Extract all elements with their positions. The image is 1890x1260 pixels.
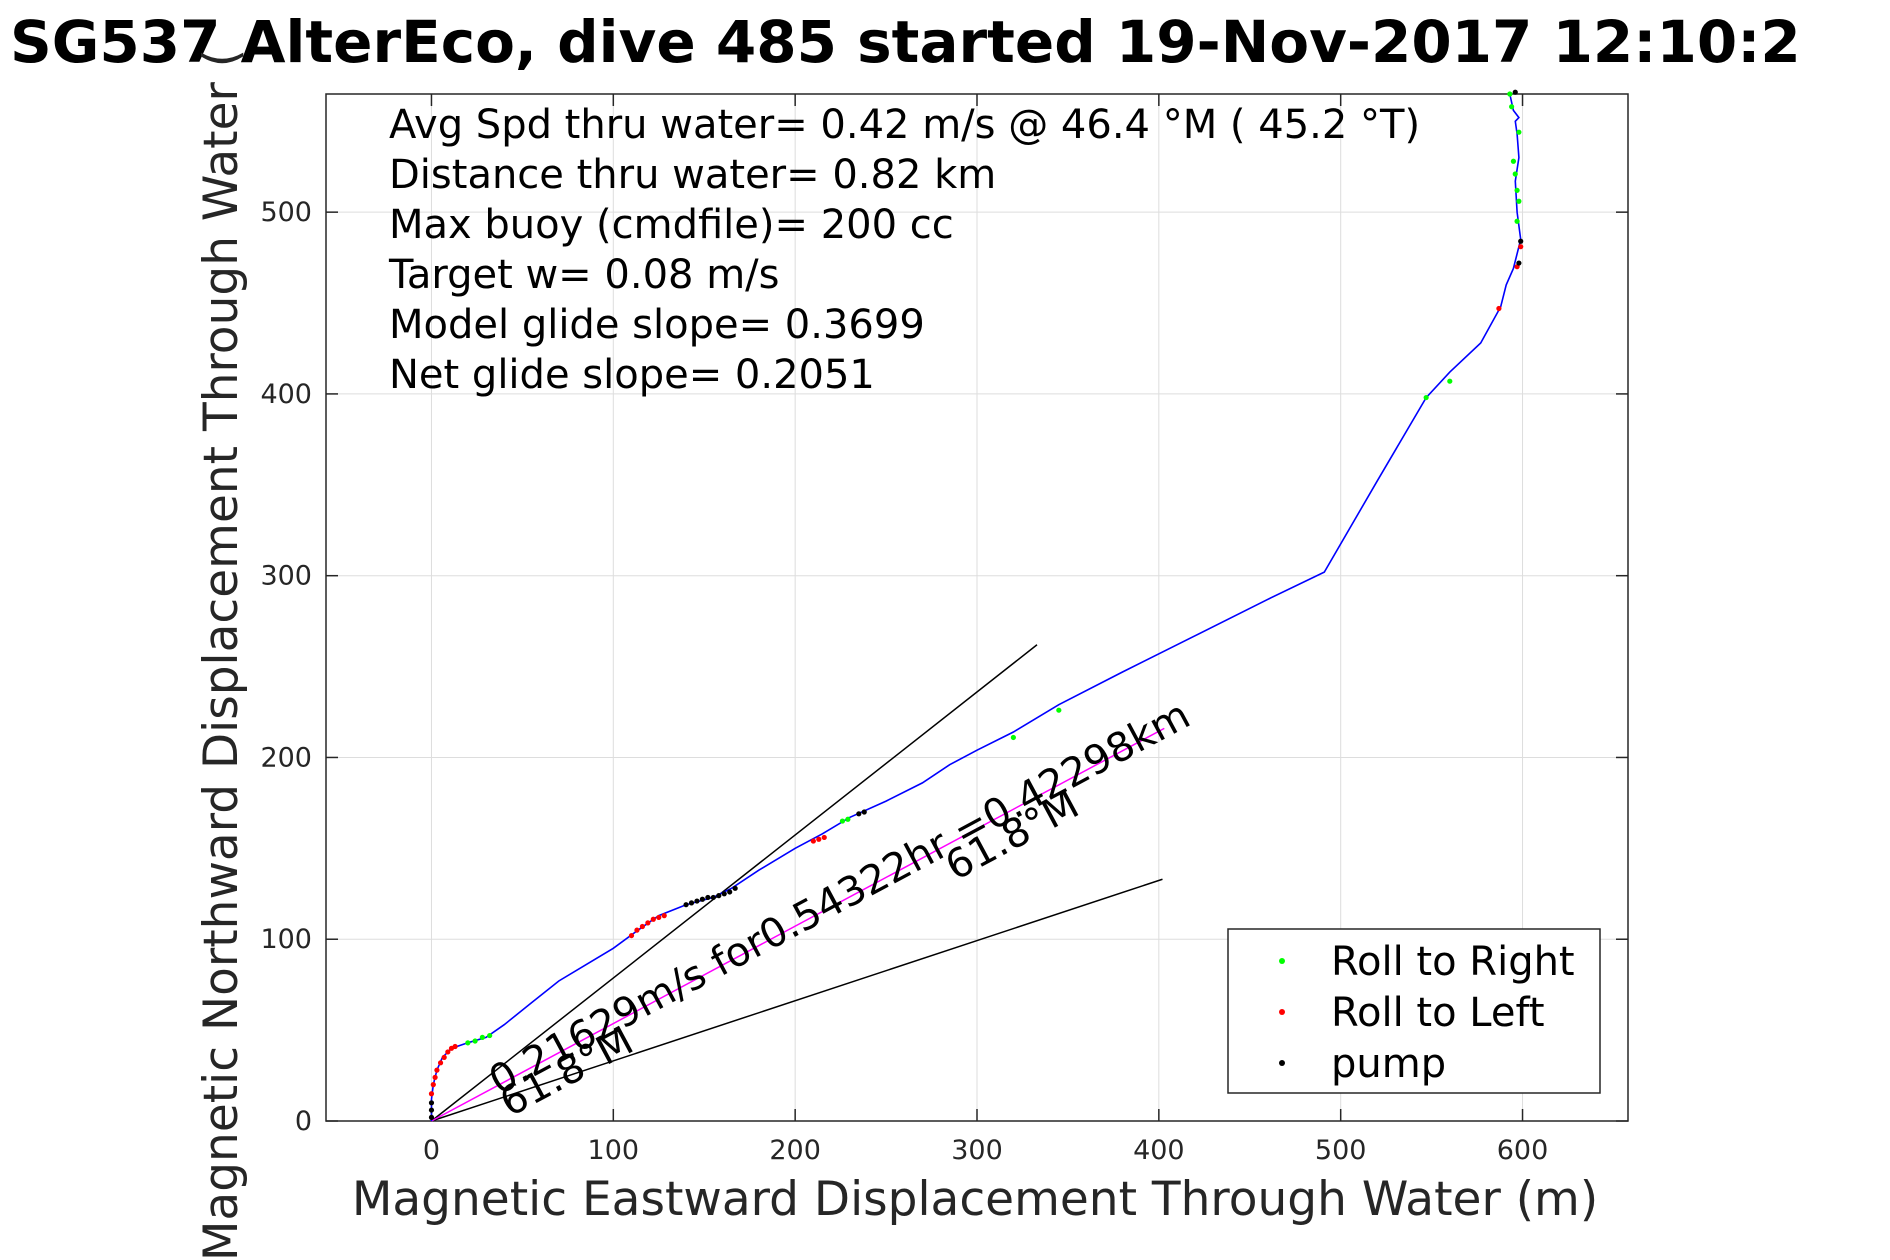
legend-marker xyxy=(1279,1009,1285,1015)
heading-guide-line xyxy=(431,644,1038,1122)
marker-point xyxy=(721,891,727,897)
marker-point xyxy=(856,811,862,817)
legend-entry: pump xyxy=(1331,1041,1446,1087)
guide-lines xyxy=(431,644,1165,1122)
marker-point xyxy=(727,889,733,895)
marker-point xyxy=(434,1067,440,1073)
marker-point xyxy=(716,893,722,899)
y-axis-label: Magnetic Northward Displacement Through … xyxy=(194,49,249,1260)
marker-point xyxy=(430,1082,436,1088)
x-tick-label: 100 xyxy=(588,1135,640,1166)
annotation-block: Avg Spd thru water= 0.42 m/s @ 46.4 °M (… xyxy=(388,102,1420,398)
marker-point xyxy=(1516,198,1522,204)
grid-lines xyxy=(326,94,1628,1122)
marker-point xyxy=(1518,244,1524,250)
marker-point xyxy=(656,914,662,921)
annotation-line: Net glide slope= 0.2051 xyxy=(389,352,875,398)
marker-point xyxy=(688,900,695,906)
marker-point xyxy=(683,902,689,908)
chart-title: SG537 AlterEco, dive 485 started 19-Nov-… xyxy=(10,8,1801,76)
marker-point xyxy=(732,885,738,891)
marker-point xyxy=(839,818,846,824)
x-tick-label: 300 xyxy=(951,1135,1003,1166)
marker-point xyxy=(479,1034,485,1040)
legend-entry: Roll to Left xyxy=(1331,990,1545,1036)
legend-entry: Roll to Right xyxy=(1331,939,1575,985)
x-tick-label: 500 xyxy=(1315,1135,1367,1166)
marker-point xyxy=(1423,394,1429,401)
x-tick-label: 400 xyxy=(1133,1135,1185,1166)
marker-point xyxy=(1507,91,1513,97)
marker-point xyxy=(699,896,706,902)
marker-point xyxy=(845,816,851,822)
marker-point xyxy=(645,920,651,926)
marker-point xyxy=(1518,238,1524,244)
y-tick-label: 100 xyxy=(260,924,312,955)
marker-point xyxy=(634,927,640,933)
y-tick-label: 200 xyxy=(260,742,312,773)
marker-point xyxy=(1516,129,1522,135)
annotation-line: Max buoy (cmdfile)= 200 cc xyxy=(389,202,954,248)
marker-layer xyxy=(428,89,1524,1120)
y-tick-label: 400 xyxy=(260,379,312,410)
marker-point xyxy=(428,1107,435,1113)
x-tick-label: 0 xyxy=(423,1135,440,1166)
marker-point xyxy=(650,916,656,922)
marker-point xyxy=(816,836,822,842)
marker-point xyxy=(487,1032,493,1039)
annotation-line: Avg Spd thru water= 0.42 m/s @ 46.4 °M (… xyxy=(389,102,1420,148)
marker-point xyxy=(821,834,827,841)
marker-point xyxy=(472,1038,478,1044)
marker-point xyxy=(452,1043,458,1050)
marker-point xyxy=(437,1060,444,1066)
axis-tick-labels: 0 100 200 300 400 500 600 0 100 200 300 400 500 xyxy=(260,197,1548,1166)
marker-point xyxy=(1509,104,1515,110)
legend-marker xyxy=(1279,958,1285,964)
axis-ticks xyxy=(326,94,1628,1122)
legend-marker xyxy=(1279,1060,1285,1066)
marker-point xyxy=(639,923,646,930)
y-tick-label: 0 xyxy=(295,1106,312,1137)
marker-point xyxy=(861,809,867,815)
marker-point xyxy=(465,1040,471,1046)
annotation-line: Distance thru water= 0.82 km xyxy=(389,152,996,198)
heading-guide-line xyxy=(431,878,1163,1122)
current-vector-line xyxy=(431,727,1165,1122)
marker-point xyxy=(1512,89,1518,95)
annotation-line: Model glide slope= 0.3699 xyxy=(389,302,925,348)
marker-point xyxy=(1514,187,1520,193)
marker-point xyxy=(1496,305,1502,312)
marker-point xyxy=(661,913,667,919)
y-tick-label: 500 xyxy=(260,197,312,228)
marker-point xyxy=(810,838,816,844)
marker-point xyxy=(710,894,716,901)
marker-point xyxy=(428,1114,435,1120)
marker-point xyxy=(705,894,711,901)
marker-point xyxy=(428,1100,435,1106)
x-tick-label: 600 xyxy=(1497,1135,1549,1166)
x-tick-label: 200 xyxy=(769,1135,821,1166)
marker-point xyxy=(1512,171,1518,177)
marker-point xyxy=(1447,378,1453,384)
legend-box xyxy=(1227,928,1601,1094)
y-tick-label: 300 xyxy=(260,561,312,592)
marker-point xyxy=(1010,734,1016,741)
marker-point xyxy=(432,1074,438,1080)
marker-point xyxy=(445,1049,451,1055)
x-axis-label: Magnetic Eastward Displacement Through W… xyxy=(352,1172,1598,1227)
marker-point xyxy=(628,932,635,939)
marker-point xyxy=(1516,260,1522,266)
marker-point xyxy=(1510,158,1517,164)
legend: Roll to Right Roll to Left pump xyxy=(1227,928,1601,1094)
marker-point xyxy=(441,1054,447,1060)
annotation-line: Target w= 0.08 m/s xyxy=(388,252,779,298)
marker-point xyxy=(694,898,700,904)
marker-point xyxy=(428,1091,435,1097)
marker-point xyxy=(1514,218,1520,224)
marker-point xyxy=(1056,707,1062,713)
